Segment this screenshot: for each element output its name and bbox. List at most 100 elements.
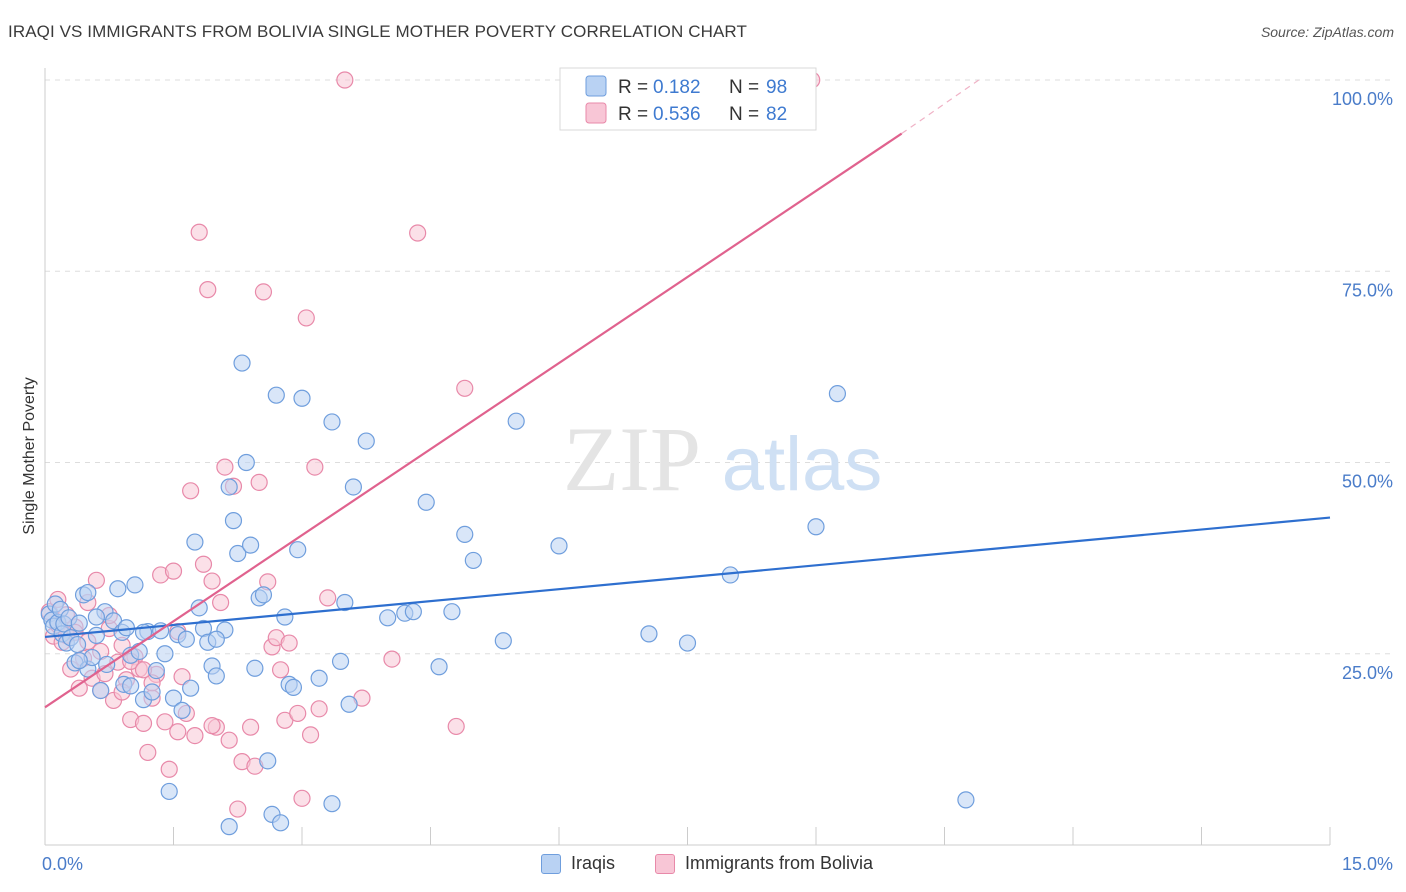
bolivia-point-7 [70, 679, 88, 697]
y-tick-label-25: 25.0% [1342, 663, 1393, 683]
iraqis-point-97 [207, 630, 225, 648]
bolivia-point-67 [447, 717, 465, 736]
y-tick-label-75: 75.0% [1342, 280, 1393, 300]
iraqis-point-52 [233, 354, 251, 372]
iraqis-point-29 [130, 642, 148, 661]
iraqis-point-67 [310, 669, 328, 687]
iraqis-point-95 [323, 795, 341, 813]
iraqis-point-71 [340, 695, 358, 713]
legend-r-label-1: R = [618, 77, 648, 98]
legend-n-value-1: 98 [766, 77, 787, 98]
iraqis-point-40 [177, 630, 195, 648]
iraqis-point-89 [828, 385, 847, 403]
bolivia-point-61 [310, 700, 328, 718]
iraqis-point-76 [404, 603, 422, 621]
trend-line-bolivia [44, 132, 903, 709]
x-tick-label-max: 15.0% [1342, 854, 1393, 874]
bolivia-point-37 [199, 281, 217, 299]
bolivia-point-76 [203, 717, 221, 735]
legend-bottom-label-iraqis: Iraqis [571, 853, 616, 873]
bolivia-point-34 [186, 727, 204, 745]
legend-bottom-label-bolivia: Immigrants from Bolivia [685, 853, 874, 873]
iraqis-point-18 [87, 626, 106, 644]
x-tick-labels: 0.0% 15.0% [42, 854, 1393, 874]
bolivia-point-75 [169, 723, 187, 741]
iraqis-point-61 [271, 814, 290, 832]
source-label: Source: ZipAtlas.com [1260, 24, 1394, 40]
iraqis-point-33 [147, 661, 165, 680]
iraqis-point-92 [122, 677, 140, 695]
bolivia-point-27 [156, 713, 174, 731]
bolivia-point-44 [229, 800, 247, 818]
iraqis-point-87 [721, 566, 739, 584]
iraqis-point-85 [640, 625, 658, 643]
bolivia-point-28 [160, 760, 178, 778]
iraqis-point-82 [494, 632, 512, 650]
iraqis-point-78 [430, 658, 448, 676]
bolivia-point-58 [297, 309, 315, 327]
iraqis-point-35 [156, 645, 174, 663]
bolivia-point-68 [456, 379, 474, 397]
iraqis-point-62 [276, 608, 294, 626]
iraqis-point-81 [464, 551, 482, 570]
chart-title: IRAQI VS IMMIGRANTS FROM BOLIVIA SINGLE … [8, 22, 747, 41]
iraqis-point-32 [143, 683, 161, 701]
iraqis-point-88 [807, 518, 825, 536]
legend-n-label-1: N = [729, 77, 759, 98]
iraqis-point-12 [68, 635, 87, 654]
iraqis-point-43 [190, 599, 208, 617]
iraqis-point-90 [957, 791, 975, 809]
iraqis-point-28 [126, 576, 144, 594]
iraqis-point-49 [220, 478, 238, 496]
iraqis-point-50 [224, 512, 243, 530]
iraqis-point-39 [173, 701, 191, 719]
iraqis-point-70 [336, 593, 354, 612]
legend-swatch-bolivia [585, 102, 607, 124]
iraqis-point-57 [254, 586, 273, 604]
bolivia-point-56 [289, 704, 307, 723]
bolivia-point-22 [134, 714, 153, 732]
legend-r-value-1: 0.182 [653, 77, 701, 98]
legend-top: R = 0.182 N = 98 R = 0.536 N = 82 [559, 67, 817, 131]
iraqis-point-15 [79, 583, 97, 602]
legend-r-value-2: 0.536 [653, 104, 701, 125]
bolivia-point-46 [242, 718, 260, 736]
bolivia-point-40 [212, 593, 230, 612]
iraqis-point-55 [246, 659, 264, 677]
bolivia-point-23 [139, 743, 157, 762]
bolivia-point-36 [194, 555, 213, 573]
bolivia-point-57 [293, 789, 311, 807]
trend-line-bolivia-extension [901, 79, 980, 135]
trend-lines [44, 79, 1331, 709]
x-tick-label-min: 0.0% [42, 854, 83, 874]
bolivia-point-42 [220, 731, 238, 749]
iraqis-point-19 [92, 681, 110, 700]
iraqis-point-91 [220, 818, 238, 836]
bolivia-point-38 [203, 572, 221, 590]
y-tick-label-100: 100.0% [1332, 89, 1393, 109]
bolivia-point-63 [336, 71, 354, 89]
points-iraqis [40, 354, 975, 836]
watermark-zip: ZIP [563, 408, 701, 510]
iraqis-point-69 [331, 652, 350, 671]
legend-swatch-iraqis [585, 75, 607, 97]
iraqis-point-74 [379, 609, 397, 627]
bolivia-point-41 [216, 458, 234, 476]
iraqis-point-86 [678, 634, 697, 652]
iraqis-point-60 [267, 386, 285, 404]
bolivia-point-59 [301, 726, 320, 744]
iraqis-point-42 [186, 533, 204, 551]
iraqis-point-64 [284, 678, 303, 697]
iraqis-point-80 [456, 525, 474, 544]
points-immigrants-from-bolivia [40, 71, 821, 818]
iraqis-point-72 [344, 478, 362, 496]
bolivia-point-35 [190, 223, 208, 241]
iraqis-point-53 [237, 453, 255, 472]
legend-bottom-swatch-iraqis [541, 853, 561, 874]
bolivia-point-66 [409, 224, 427, 242]
bolivia-point-65 [383, 650, 401, 668]
bolivia-point-31 [173, 668, 191, 686]
bolivia-point-11 [87, 571, 106, 589]
bolivia-point-49 [254, 283, 273, 301]
iraqis-point-73 [357, 432, 375, 450]
